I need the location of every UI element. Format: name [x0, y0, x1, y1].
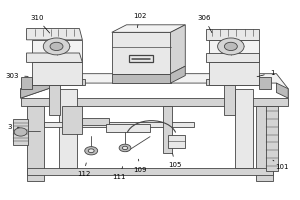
Text: 306: 306 [198, 15, 212, 33]
Circle shape [224, 42, 237, 51]
Polygon shape [266, 106, 278, 170]
Polygon shape [163, 106, 172, 153]
Circle shape [122, 146, 128, 150]
Polygon shape [209, 40, 259, 62]
Polygon shape [13, 119, 28, 145]
Polygon shape [21, 74, 65, 98]
Polygon shape [206, 53, 259, 62]
Polygon shape [82, 118, 109, 125]
Text: 310: 310 [30, 15, 50, 33]
Circle shape [14, 128, 27, 136]
Polygon shape [171, 66, 185, 83]
Polygon shape [206, 29, 259, 40]
Circle shape [88, 149, 94, 153]
Text: 112: 112 [77, 163, 91, 177]
Polygon shape [112, 74, 171, 83]
Circle shape [85, 147, 98, 155]
Polygon shape [106, 124, 150, 132]
Polygon shape [168, 135, 185, 148]
Polygon shape [235, 89, 253, 168]
Text: 111: 111 [112, 167, 126, 180]
Polygon shape [276, 83, 288, 98]
Polygon shape [112, 32, 171, 74]
Circle shape [218, 38, 244, 55]
Polygon shape [21, 98, 288, 106]
Polygon shape [21, 77, 32, 89]
Polygon shape [44, 122, 194, 127]
Polygon shape [26, 29, 82, 40]
Polygon shape [24, 79, 85, 85]
Polygon shape [259, 77, 271, 89]
Circle shape [119, 144, 131, 152]
Text: 3: 3 [7, 124, 19, 130]
Text: 1: 1 [257, 70, 274, 77]
Polygon shape [32, 40, 82, 62]
Text: 109: 109 [133, 159, 146, 173]
Text: 102: 102 [133, 13, 146, 28]
Polygon shape [49, 85, 60, 115]
Polygon shape [171, 25, 185, 74]
Polygon shape [26, 106, 44, 181]
Text: 101: 101 [273, 160, 289, 170]
Polygon shape [224, 85, 235, 115]
Polygon shape [21, 74, 288, 98]
Polygon shape [62, 106, 82, 134]
Polygon shape [206, 79, 268, 85]
Polygon shape [209, 62, 259, 85]
Text: 303: 303 [6, 73, 28, 79]
Polygon shape [59, 89, 76, 168]
Text: 105: 105 [168, 153, 182, 168]
Circle shape [50, 42, 63, 51]
Polygon shape [256, 106, 274, 181]
Polygon shape [26, 53, 82, 62]
Circle shape [43, 38, 70, 55]
Polygon shape [112, 25, 185, 32]
Polygon shape [32, 62, 82, 85]
Polygon shape [26, 168, 274, 175]
